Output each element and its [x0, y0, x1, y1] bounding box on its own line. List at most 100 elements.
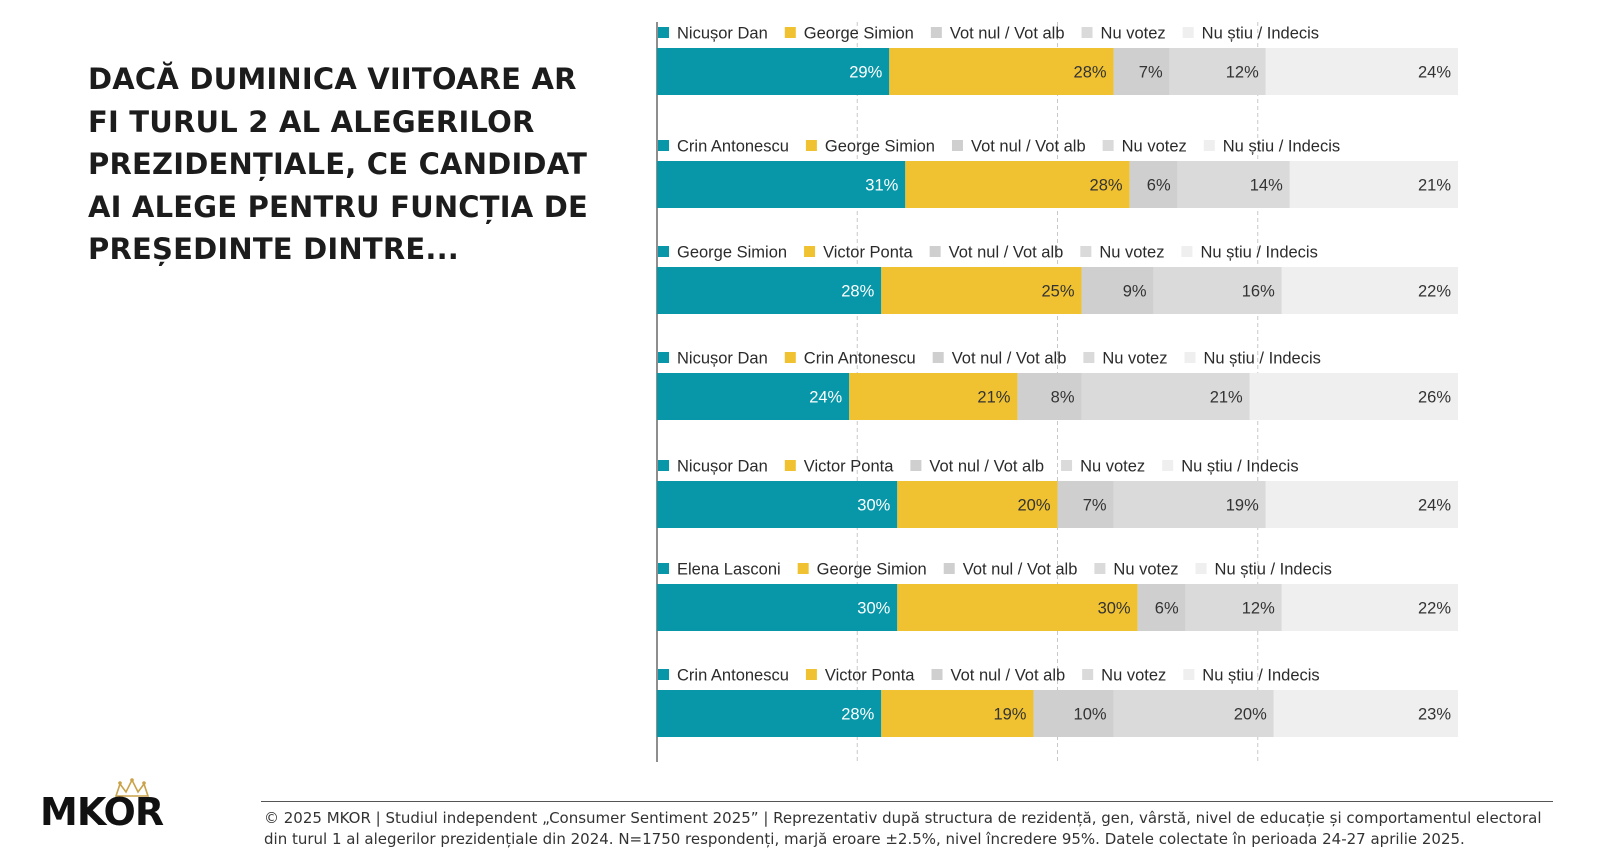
- bar-segment: [897, 584, 1138, 631]
- legend-swatch: [784, 460, 796, 471]
- bar-segment: [1113, 481, 1266, 528]
- bar-segment: [1265, 48, 1458, 95]
- bar-segment: [1169, 48, 1266, 95]
- legend-swatch: [658, 669, 669, 680]
- bar-segment: [657, 161, 906, 208]
- bar-segment: [1129, 161, 1178, 208]
- legend-swatch: [1081, 27, 1093, 38]
- legend-swatch: [1181, 246, 1193, 257]
- data-label: 12%: [1226, 64, 1259, 82]
- bar-segment: [1057, 481, 1114, 528]
- legend-swatch: [658, 352, 669, 363]
- bar-segment: [1185, 584, 1282, 631]
- legend-swatch: [1061, 460, 1073, 471]
- legend-label: Nu știu / Indecis: [1202, 667, 1319, 685]
- data-label: 19%: [993, 706, 1026, 724]
- legend-swatch: [943, 563, 955, 574]
- bar-segment: [1153, 267, 1282, 314]
- stacked-bar-group: Nicușor Dan Crin Antonescu Vot nul / Vot a…: [657, 350, 1458, 420]
- data-label: 28%: [1090, 177, 1123, 195]
- bar-segment: [1081, 373, 1250, 420]
- bar-segment: [1017, 373, 1082, 420]
- legend-label: Nu votez: [1099, 244, 1164, 262]
- bar-segment: [1281, 267, 1458, 314]
- legend-swatch: [784, 352, 796, 363]
- bar-segment: [1249, 373, 1458, 420]
- legend-label: Nicușor Dan: [677, 458, 768, 476]
- data-label: 8%: [1051, 389, 1075, 407]
- data-label: 6%: [1155, 600, 1179, 618]
- data-label: 22%: [1418, 283, 1451, 301]
- legend-label: Vot nul / Vot alb: [949, 244, 1064, 262]
- data-label: 31%: [865, 177, 898, 195]
- bar-segment: [657, 690, 882, 737]
- legend-swatch: [658, 246, 669, 257]
- bar-segment: [1113, 690, 1274, 737]
- legend-swatch: [929, 246, 941, 257]
- data-label: 19%: [1226, 497, 1259, 515]
- legend-label: Elena Lasconi: [677, 561, 781, 579]
- stacked-bar-group: Crin Antonescu Victor Ponta Vot nul / Vot …: [657, 667, 1458, 737]
- data-label: 7%: [1083, 497, 1107, 515]
- data-label: 30%: [857, 600, 890, 618]
- footer-note: © 2025 MKOR | Studiul independent „Consu…: [264, 809, 1542, 848]
- legend-swatch: [805, 140, 817, 151]
- legend-swatch: [658, 563, 669, 574]
- legend-label: Victor Ponta: [823, 244, 913, 262]
- legend-label: Nu știu / Indecis: [1204, 350, 1321, 368]
- bar-segment: [657, 267, 882, 314]
- data-label: 21%: [1418, 177, 1451, 195]
- stacked-bar-group: Elena Lasconi George Simion Vot nul / Vot …: [657, 561, 1458, 631]
- legend-swatch: [1203, 140, 1215, 151]
- bar-segment: [905, 161, 1130, 208]
- data-label: 21%: [977, 389, 1010, 407]
- bar-segment: [897, 481, 1058, 528]
- data-label: 20%: [1234, 706, 1267, 724]
- legend-label: George Simion: [825, 138, 935, 156]
- legend-swatch: [658, 460, 669, 471]
- stacked-bar-group: Nicușor Dan George Simion Vot nul / Vot al…: [657, 25, 1458, 95]
- bar-segment: [1281, 584, 1458, 631]
- legend-swatch: [1183, 669, 1195, 680]
- legend-label: Nu votez: [1101, 25, 1166, 43]
- legend-label: Vot nul / Vot alb: [952, 350, 1067, 368]
- bar-segment: [1177, 161, 1290, 208]
- data-label: 16%: [1242, 283, 1275, 301]
- bar-segment: [657, 48, 890, 95]
- legend-swatch: [1195, 563, 1207, 574]
- legend-label: Crin Antonescu: [804, 350, 916, 368]
- data-label: 23%: [1418, 706, 1451, 724]
- legend-label: Nu votez: [1102, 350, 1167, 368]
- bar-segment: [1113, 48, 1170, 95]
- legend-label: George Simion: [804, 25, 914, 43]
- legend-swatch: [797, 563, 809, 574]
- legend-label: Vot nul / Vot alb: [950, 25, 1065, 43]
- data-label: 28%: [841, 706, 874, 724]
- legend-label: Nicușor Dan: [677, 25, 768, 43]
- legend-label: Victor Ponta: [825, 667, 915, 685]
- legend-label: Nu votez: [1113, 561, 1178, 579]
- crown-icon: [112, 778, 152, 805]
- data-label: 28%: [841, 283, 874, 301]
- data-label: 30%: [1098, 600, 1131, 618]
- legend-swatch: [1184, 352, 1196, 363]
- legend-label: Nu votez: [1101, 667, 1166, 685]
- bar-segment: [849, 373, 1018, 420]
- data-label: 25%: [1041, 283, 1074, 301]
- bar-segment: [1137, 584, 1186, 631]
- legend-label: Nicușor Dan: [677, 350, 768, 368]
- legend-swatch: [1094, 563, 1106, 574]
- legend-label: Nu votez: [1122, 138, 1187, 156]
- legend-swatch: [930, 27, 942, 38]
- legend-swatch: [658, 140, 669, 151]
- legend-swatch: [1082, 669, 1094, 680]
- stacked-bar-group: Nicușor Dan Victor Ponta Vot nul / Vot alb…: [657, 458, 1458, 528]
- data-label: 10%: [1074, 706, 1107, 724]
- data-label: 30%: [857, 497, 890, 515]
- legend-swatch: [1080, 246, 1092, 257]
- bar-segment: [1265, 481, 1458, 528]
- bar-segment: [889, 48, 1114, 95]
- stacked-bar-group: George Simion Victor Ponta Vot nul / Vot a…: [657, 244, 1458, 314]
- legend-label: George Simion: [817, 561, 927, 579]
- bar-segment: [1289, 161, 1458, 208]
